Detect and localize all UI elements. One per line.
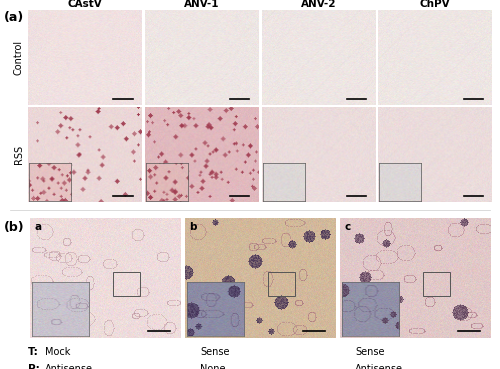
Text: (a): (a) — [4, 11, 24, 24]
Text: ANV-1: ANV-1 — [184, 0, 220, 9]
Text: P:: P: — [28, 364, 40, 369]
Text: Antisense: Antisense — [45, 364, 93, 369]
Text: Sense: Sense — [355, 347, 384, 357]
Text: a: a — [34, 222, 42, 232]
Text: b: b — [190, 222, 197, 232]
Text: c: c — [344, 222, 351, 232]
Text: None: None — [200, 364, 226, 369]
Bar — [113, 272, 140, 296]
Text: Antisense: Antisense — [355, 364, 403, 369]
Text: RSS: RSS — [14, 145, 24, 164]
Text: CAstV: CAstV — [68, 0, 102, 9]
Text: Sense: Sense — [200, 347, 230, 357]
Text: (b): (b) — [4, 221, 24, 234]
Text: T:: T: — [28, 347, 39, 357]
Text: Mock: Mock — [45, 347, 70, 357]
Bar — [268, 272, 295, 296]
Text: Control: Control — [14, 40, 24, 75]
Text: ChPV: ChPV — [420, 0, 450, 9]
Bar — [423, 272, 450, 296]
Text: ANV-2: ANV-2 — [300, 0, 336, 9]
